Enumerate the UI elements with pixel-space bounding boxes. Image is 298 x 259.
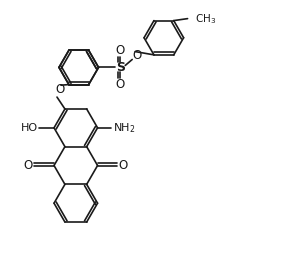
Text: S: S (116, 61, 125, 74)
Text: NH$_2$: NH$_2$ (113, 121, 136, 135)
Text: CH$_3$: CH$_3$ (195, 12, 217, 26)
Text: O: O (116, 78, 125, 91)
Text: O: O (119, 159, 128, 172)
Text: HO: HO (21, 123, 38, 133)
Text: O: O (55, 83, 65, 96)
Text: O: O (116, 44, 125, 57)
Text: O: O (24, 159, 33, 172)
Text: O: O (133, 49, 142, 62)
